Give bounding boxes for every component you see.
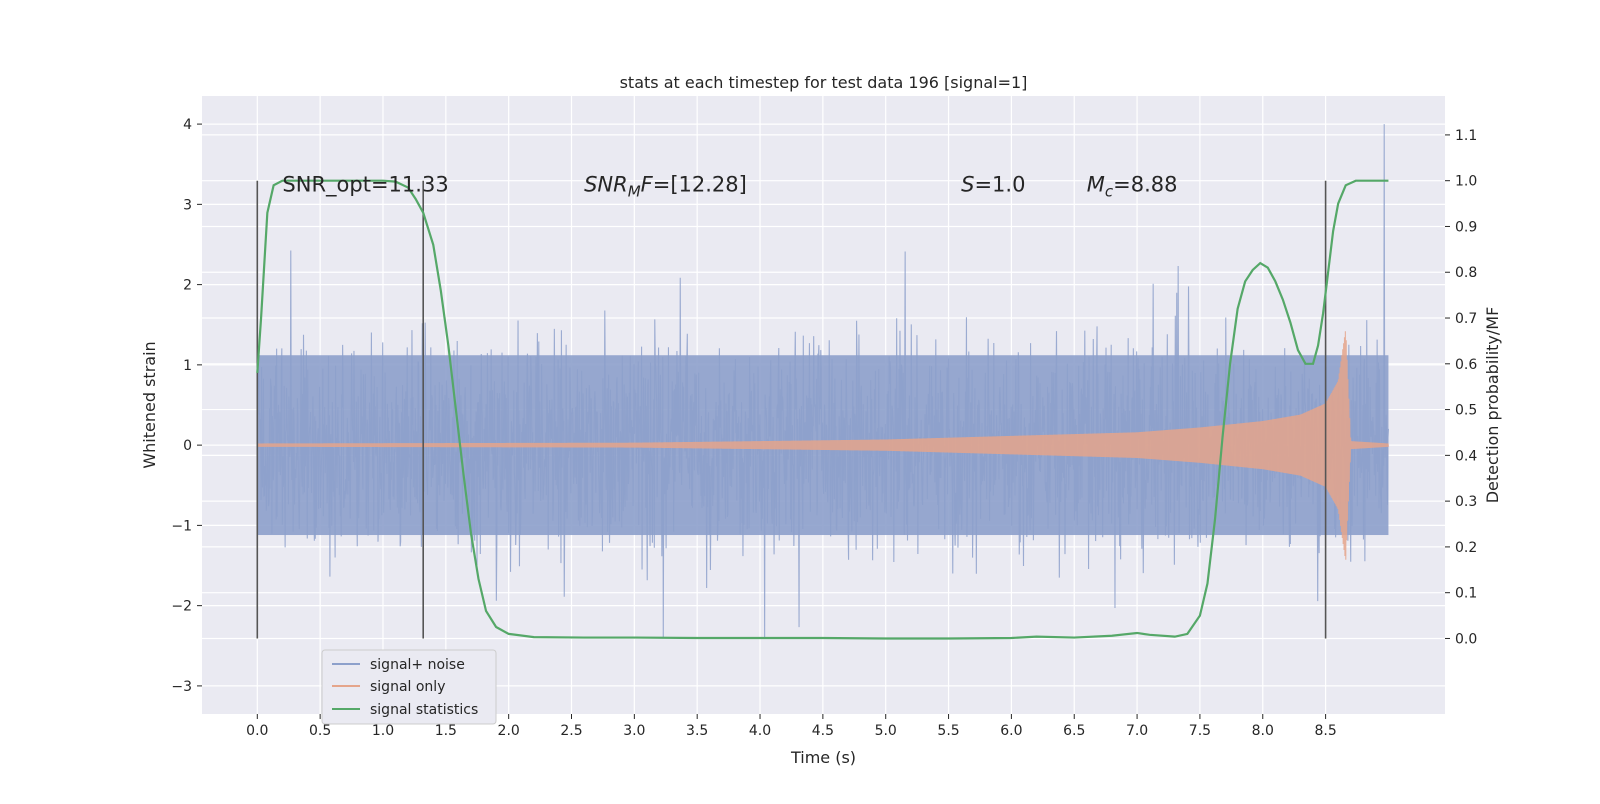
annotations: SNR_opt=11.33 SNRMF=[12.28] S=1.0 Mc=8.88 <box>282 172 1177 200</box>
x-tick-label: 2.0 <box>498 723 520 739</box>
y-tick-label: 2 <box>183 278 192 294</box>
legend: signal+ noise signal only signal statist… <box>321 649 497 725</box>
y2-tick-label: 0.5 <box>1455 403 1477 419</box>
x-tick-label: 8.5 <box>1314 723 1336 739</box>
annotation: SNRMF=[12.28] <box>584 172 747 200</box>
x-tick-label: 4.0 <box>749 723 771 739</box>
signal-statistics-line <box>256 179 1389 640</box>
y2-tick-label: 0.3 <box>1455 494 1477 510</box>
x-tick-label: 3.5 <box>686 723 708 739</box>
y2-axis-label: Detection probability/MF <box>1483 307 1502 504</box>
legend-box <box>321 649 497 725</box>
legend-label-signal-noise: signal+ noise <box>370 657 465 673</box>
y-tick-label: 0 <box>183 438 192 454</box>
signal-only-line <box>256 331 1389 560</box>
y2-tick-label: 0.8 <box>1455 265 1477 281</box>
x-tick-label: 0.0 <box>246 723 268 739</box>
x-tick-label: 6.5 <box>1063 723 1085 739</box>
x-tick-label: 0.5 <box>309 723 331 739</box>
y-tick-label: 1 <box>183 358 192 374</box>
x-tick-label: 7.0 <box>1126 723 1148 739</box>
vertical-markers <box>256 180 1327 639</box>
y2-tick-label: 0.7 <box>1455 311 1477 327</box>
x-tick-label: 6.0 <box>1000 723 1022 739</box>
annotation: S=1.0 <box>961 172 1025 196</box>
y2-tick-label: 1.1 <box>1455 128 1477 144</box>
y2-tick-label: 0.2 <box>1455 540 1477 556</box>
x-tick-label: 1.0 <box>372 723 394 739</box>
legend-label-signal-statistics: signal statistics <box>370 702 478 718</box>
chart-title: stats at each timestep for test data 196… <box>620 73 1028 92</box>
legend-label-signal-only: signal only <box>370 679 445 695</box>
y2-tick-label: 0.1 <box>1455 586 1477 602</box>
x-tick-label: 5.0 <box>875 723 897 739</box>
x-tick-label: 4.5 <box>812 723 834 739</box>
x-tick-label: 7.5 <box>1189 723 1211 739</box>
y2-tick-label: 0.6 <box>1455 357 1477 373</box>
y-tick-label: −2 <box>171 599 192 615</box>
y-axis-label: Whitened strain <box>140 341 159 468</box>
y2-tick-label: 1.0 <box>1455 174 1477 190</box>
x-tick-label: 8.0 <box>1252 723 1274 739</box>
y2-tick-label: 0.4 <box>1455 448 1477 464</box>
y2-tick-label: 0.0 <box>1455 631 1477 647</box>
y2-tick-label: 0.9 <box>1455 219 1477 235</box>
tick-labels: 0.0 0.5 1.0 1.5 2.0 2.5 3.0 3.5 4.0 4.5 5.0 5.5 6.0 6… <box>171 117 1477 739</box>
x-tick-label: 5.5 <box>937 723 959 739</box>
y-tick-label: −1 <box>171 518 192 534</box>
annotation: Mc=8.88 <box>1087 172 1178 200</box>
x-axis-label: Time (s) <box>790 748 856 767</box>
x-tick-label: 2.5 <box>560 723 582 739</box>
y-tick-label: 3 <box>183 197 192 213</box>
x-tick-label: 1.5 <box>435 723 457 739</box>
signal-only-series <box>256 331 1389 560</box>
y-tick-label: 4 <box>183 117 192 133</box>
x-tick-label: 3.0 <box>623 723 645 739</box>
annotation: SNR_opt=11.33 <box>282 172 448 197</box>
signal-statistics-series <box>256 179 1389 640</box>
y-tick-label: −3 <box>171 679 192 695</box>
